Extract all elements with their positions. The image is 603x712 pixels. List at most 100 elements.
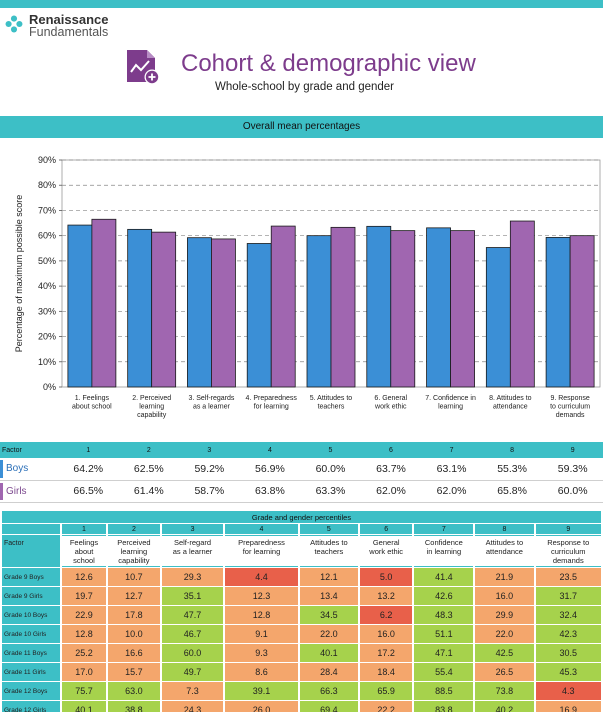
percentile-cell: 25.2	[62, 644, 107, 662]
percentile-cell: 15.7	[108, 663, 160, 681]
y-axis-label: Percentage of maximum possible score	[14, 195, 24, 353]
percentile-cell: 12.7	[108, 587, 160, 605]
factor-number: 2	[118, 442, 180, 458]
factor-name: General work ethic	[359, 535, 413, 567]
bar-boys	[545, 237, 571, 388]
percentile-cell: 75.7	[62, 682, 107, 700]
percentile-cell: 17.0	[62, 663, 107, 681]
chart-section-header: Overall mean percentages	[0, 116, 603, 138]
x-tick-label: capability	[137, 412, 167, 419]
percentile-cell: 26.0	[225, 701, 298, 712]
factor-number: 3	[161, 524, 224, 534]
percentile-cell: 21.9	[475, 568, 534, 586]
percentile-row: Grade 12 Boys 75.7 63.0 7.3 39.1 66.3 65.9 88.5…	[2, 682, 601, 700]
percentile-cell: 45.3	[535, 663, 601, 681]
factor-number: 1	[62, 524, 107, 534]
percentile-cell: 16.6	[108, 644, 160, 662]
percentile-cell: 40.2	[475, 701, 534, 712]
x-tick-label: 4. Preparedness	[246, 395, 298, 402]
summary-value: 56.9%	[239, 458, 301, 481]
x-tick-label: learning	[438, 404, 463, 411]
factor-name: Attitudes to attendance	[475, 535, 534, 567]
percentile-cell: 51.1	[414, 625, 474, 643]
factor-number: 7	[414, 524, 474, 534]
bar-boys	[67, 224, 93, 388]
row-label: Grade 9 Girls	[2, 587, 60, 605]
y-tick-label: 80%	[38, 180, 56, 190]
factor-number: 4	[225, 524, 298, 534]
summary-value: 63.8%	[239, 480, 301, 503]
percentile-row: Grade 9 Girls 19.7 12.7 35.1 12.3 13.4 13.2 42.…	[2, 587, 601, 605]
percentile-cell: 10.7	[108, 568, 160, 586]
summary-value: 63.1%	[421, 458, 482, 481]
percentile-cell: 22.9	[62, 606, 107, 624]
summary-table: Factor 1 2 3 4 5 6 7 8 9 Boys 64.2% 62.5% 59.2% 56.9% 6…	[0, 442, 603, 503]
bar-girls	[211, 238, 236, 388]
percentile-cell: 28.4	[299, 663, 358, 681]
factor-name: Response to curriculum demands	[535, 535, 601, 567]
summary-value: 59.2%	[179, 458, 240, 481]
bar-girls	[91, 218, 117, 388]
x-tick-label: 8. Attitudes to	[489, 395, 532, 402]
percentile-name-row: Factor Feelings about school Perceived learni…	[2, 535, 601, 567]
factor-number: 1	[58, 442, 119, 458]
bar-boys	[127, 228, 153, 388]
percentile-cell: 22.2	[359, 701, 413, 712]
factor-name: Perceived learning capability	[108, 535, 160, 567]
y-tick-label: 20%	[38, 332, 56, 342]
bar-boys	[485, 247, 511, 388]
percentile-cell: 13.2	[359, 587, 413, 605]
x-tick-label: 2. Perceived	[132, 395, 171, 402]
bar-boys	[306, 235, 332, 388]
bar-girls	[569, 235, 595, 388]
percentile-cell: 41.4	[414, 568, 474, 586]
renaissance-flower-icon	[5, 15, 23, 33]
bar-boys	[366, 225, 392, 388]
factor-number: 8	[481, 442, 543, 458]
bar-girls	[270, 225, 296, 388]
percentile-cell: 9.1	[225, 625, 298, 643]
factor-name: Feelings about school	[62, 535, 107, 567]
x-tick-label: 6. General	[374, 395, 407, 402]
percentile-cell: 22.0	[299, 625, 358, 643]
summary-value: 66.5%	[58, 480, 119, 503]
row-label: Grade 11 Boys	[2, 644, 60, 662]
bar-girls	[330, 226, 356, 388]
row-label: Girls	[0, 480, 58, 503]
factor-number: 5	[299, 524, 358, 534]
x-tick-label: demands	[556, 412, 585, 419]
overall-bar-chart: 0% 10% 20% 30% 40% 50% 60% 70% 80% 90% Percentage …	[14, 155, 601, 419]
factor-number: 8	[475, 524, 534, 534]
percentile-cell: 18.4	[359, 663, 413, 681]
percentile-cell: 65.9	[359, 682, 413, 700]
y-tick-label: 40%	[38, 281, 56, 291]
percentile-cell: 10.0	[108, 625, 160, 643]
percentile-cell: 42.3	[535, 625, 601, 643]
summary-value: 65.8%	[481, 480, 543, 503]
y-tick-label: 60%	[38, 231, 56, 241]
factor-number: 9	[542, 442, 603, 458]
percentile-cell: 47.1	[414, 644, 474, 662]
factor-number: 3	[179, 442, 240, 458]
summary-value: 62.0%	[360, 480, 422, 503]
row-label: Grade 10 Girls	[2, 625, 60, 643]
percentile-cell: 66.3	[299, 682, 358, 700]
percentile-cell: 34.5	[299, 606, 358, 624]
percentile-cell: 47.7	[161, 606, 224, 624]
percentile-row: Grade 9 Boys 12.6 10.7 29.3 4.4 12.1 5.0 41.4 21…	[2, 568, 601, 586]
percentile-title-row: Grade and gender percentiles	[2, 511, 601, 523]
brand-logo: Renaissance Fundamentals	[5, 13, 109, 39]
percentile-cell: 12.1	[299, 568, 358, 586]
x-tick-label: for learning	[254, 404, 289, 411]
percentile-cell: 29.9	[475, 606, 534, 624]
percentile-row: Grade 10 Boys 22.9 17.8 47.7 12.8 34.5 6.2 48.3…	[2, 606, 601, 624]
x-tick-label: 1. Feelings	[75, 395, 110, 402]
summary-value: 55.3%	[481, 458, 543, 481]
bar-boys	[187, 237, 212, 388]
percentile-cell: 83.8	[414, 701, 474, 712]
page-title: Cohort & demographic view	[181, 50, 476, 77]
row-label: Grade 9 Boys	[2, 568, 60, 586]
factor-name: Preparedness for learning	[225, 535, 298, 567]
percentile-cell: 31.7	[535, 587, 601, 605]
percentile-cell: 6.2	[359, 606, 413, 624]
